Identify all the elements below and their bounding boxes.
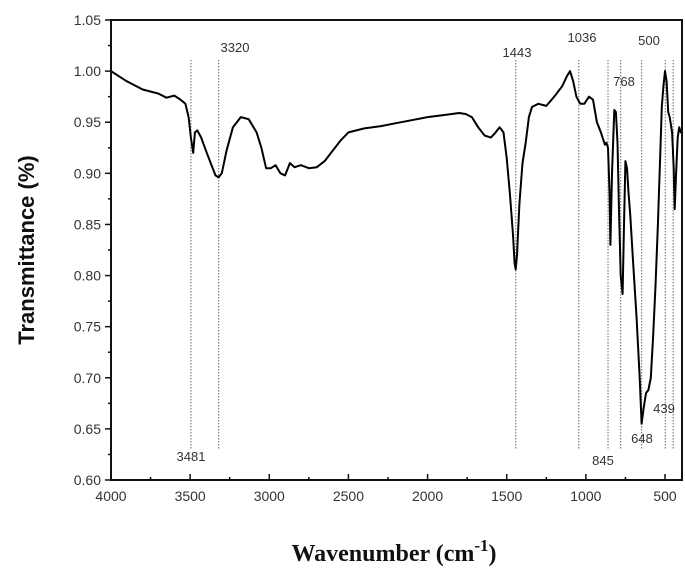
peak-label: 500 [638, 33, 660, 48]
x-tick-label: 3000 [254, 488, 285, 504]
peak-label: 3320 [221, 40, 250, 55]
x-tick-label: 500 [653, 488, 677, 504]
x-axis-title-close: ) [489, 541, 497, 567]
y-tick-label: 1.00 [74, 63, 101, 79]
x-axis-title-main: Wavenumber (cm [291, 541, 474, 567]
x-tick-label: 1500 [491, 488, 522, 504]
y-tick-label: 0.60 [74, 472, 101, 488]
peak-label: 439 [653, 401, 675, 416]
plot-frame [110, 19, 683, 481]
y-axis-title: Transmittance (%) [14, 155, 39, 345]
y-tick-label: 0.95 [74, 114, 101, 130]
x-tick-label: 2500 [333, 488, 364, 504]
peak-label: 1443 [503, 45, 532, 60]
x-axis-title: Wavenumber (cm-1) [291, 536, 496, 567]
y-tick-label: 0.70 [74, 370, 101, 386]
x-axis-ticks: 4000 3500 3000 2500 2000 1500 1000 500 [95, 474, 677, 504]
peak-labels: 3481 3320 1443 1036 845 768 648 500 439 [177, 30, 675, 468]
x-tick-label: 2000 [412, 488, 443, 504]
y-tick-label: 1.05 [74, 12, 101, 28]
spectrum-line [110, 70, 682, 425]
x-axis-title-sup: -1 [474, 536, 488, 555]
y-axis-ticks: 0.60 0.65 0.70 0.75 0.80 0.85 0.90 0.95 1.00 1.05 [74, 12, 111, 488]
y-tick-label: 0.65 [74, 421, 101, 437]
peak-label: 1036 [568, 30, 597, 45]
peak-label: 648 [631, 431, 653, 446]
x-tick-label: 4000 [95, 488, 126, 504]
x-tick-label: 3500 [175, 488, 206, 504]
peak-guide-lines [190, 60, 674, 450]
y-tick-label: 0.75 [74, 319, 101, 335]
peak-label: 768 [613, 74, 635, 89]
y-tick-label: 0.90 [74, 165, 101, 181]
peak-label: 845 [592, 453, 614, 468]
y-tick-label: 0.85 [74, 216, 101, 232]
peak-label: 3481 [177, 449, 206, 464]
y-tick-label: 0.80 [74, 268, 101, 284]
x-tick-label: 1000 [570, 488, 601, 504]
